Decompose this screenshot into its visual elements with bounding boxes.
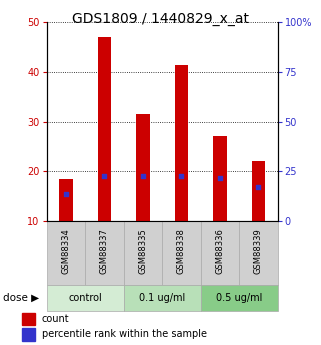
Text: GSM88339: GSM88339 [254, 228, 263, 274]
FancyBboxPatch shape [201, 285, 278, 310]
Point [179, 174, 184, 179]
Text: control: control [68, 293, 102, 303]
Text: GSM88336: GSM88336 [215, 228, 224, 274]
FancyBboxPatch shape [47, 221, 85, 285]
Text: GSM88334: GSM88334 [61, 228, 70, 274]
Text: GSM88338: GSM88338 [177, 228, 186, 274]
Text: percentile rank within the sample: percentile rank within the sample [42, 329, 207, 339]
Text: 0.1 ug/ml: 0.1 ug/ml [139, 293, 185, 303]
Bar [213, 137, 227, 221]
Bar [22, 313, 35, 325]
Bar [136, 114, 150, 221]
Bar [175, 65, 188, 221]
Point [217, 175, 222, 181]
Text: GDS1809 / 1440829_x_at: GDS1809 / 1440829_x_at [72, 12, 249, 26]
Text: 0.5 ug/ml: 0.5 ug/ml [216, 293, 262, 303]
FancyBboxPatch shape [239, 221, 278, 285]
FancyBboxPatch shape [85, 221, 124, 285]
Bar [98, 37, 111, 221]
Bar [252, 161, 265, 221]
Bar [22, 328, 35, 341]
FancyBboxPatch shape [124, 221, 162, 285]
FancyBboxPatch shape [124, 285, 201, 310]
Point [140, 174, 145, 179]
FancyBboxPatch shape [162, 221, 201, 285]
Point [256, 184, 261, 190]
Point [63, 191, 68, 197]
Text: GSM88337: GSM88337 [100, 228, 109, 274]
Text: count: count [42, 314, 69, 324]
FancyBboxPatch shape [201, 221, 239, 285]
Text: dose ▶: dose ▶ [3, 293, 39, 303]
FancyBboxPatch shape [47, 285, 124, 310]
Bar [59, 179, 73, 221]
Text: GSM88335: GSM88335 [138, 228, 147, 274]
Point [102, 174, 107, 179]
